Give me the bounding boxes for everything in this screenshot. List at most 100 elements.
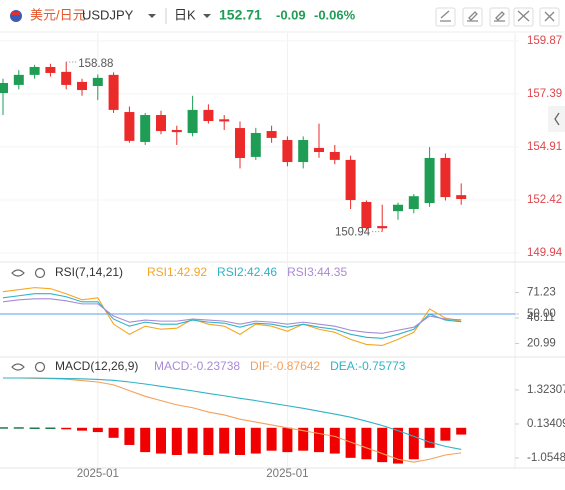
legend-entry: DIF:-0.87642 (250, 359, 320, 373)
y-tick-label: 154.91 (527, 141, 562, 153)
legend-entry: RSI2:42.46 (217, 265, 277, 279)
candle-body (156, 115, 166, 132)
settings-icon[interactable] (34, 267, 46, 279)
candle-body (219, 119, 230, 122)
period[interactable]: 日K (174, 7, 196, 22)
histogram-bar (156, 427, 166, 454)
series-line (3, 377, 462, 463)
y-tick-label: 152.42 (527, 194, 562, 206)
tool-button[interactable] (435, 7, 456, 27)
candle-body (377, 226, 388, 229)
pair-name[interactable]: 美元/日元 (30, 7, 86, 22)
eye-icon[interactable] (11, 269, 25, 277)
dropdown-arrow[interactable] (203, 14, 211, 18)
histogram-bar (0, 427, 8, 429)
y-tick-label: 20.99 (527, 337, 556, 349)
histogram-bar (314, 427, 324, 453)
candle-body (361, 201, 372, 229)
candle-body (298, 140, 309, 163)
tool-icon (440, 10, 451, 22)
y-tick-label: 50.00 (527, 308, 556, 320)
candle-body (13, 74, 24, 85)
y-tick-label: 149.94 (527, 247, 563, 259)
price: 152.71 (219, 7, 262, 23)
candle-body (250, 132, 261, 157)
side-toggle-icon (554, 112, 560, 126)
candle-body (108, 74, 119, 110)
close-button[interactable] (539, 7, 560, 27)
candle-body (124, 112, 135, 141)
histogram-bar (171, 427, 182, 455)
flag-stripe (12, 12, 20, 15)
series-line (2, 298, 462, 334)
side-toggle[interactable] (548, 106, 565, 132)
candle-body (440, 157, 451, 198)
candle-body (345, 159, 356, 201)
histogram-bar (45, 427, 56, 430)
histogram-bar (282, 427, 293, 453)
y-tick-label: -1.05489 (527, 452, 565, 464)
histogram-bar (329, 427, 340, 454)
legend-entry: RSI3:44.35 (287, 265, 347, 279)
histogram-bar (361, 427, 372, 460)
candle-body (329, 151, 340, 160)
histogram-bar (77, 427, 87, 431)
candle-body (29, 66, 40, 75)
legend-entry: RSI1:42.92 (147, 265, 207, 279)
change: -0.09 (276, 7, 306, 22)
tool-button[interactable] (489, 7, 510, 27)
histogram-bar (61, 427, 72, 430)
histogram-bar (393, 427, 403, 464)
histogram-bar (124, 427, 135, 445)
series-line (3, 377, 462, 451)
candle-body (45, 66, 56, 73)
histogram-bar (92, 427, 103, 433)
panel-title: MACD(12,26,9) (55, 359, 138, 373)
histogram-bar (203, 427, 214, 455)
histogram-bar (108, 427, 119, 438)
candle-body (424, 157, 435, 204)
candle-body (203, 109, 214, 122)
panel-title: RSI(7,14,21) (55, 265, 123, 279)
candle-body (408, 196, 419, 210)
histogram-bar (440, 427, 451, 441)
tool-button[interactable] (462, 7, 483, 27)
candle-body (61, 71, 72, 85)
candle-body (266, 131, 277, 138)
histogram-bar (298, 427, 309, 451)
y-tick-label: 1.32307 (527, 384, 565, 396)
tool-button[interactable] (513, 7, 534, 27)
candle-body (140, 115, 151, 142)
tool-icon (517, 10, 530, 22)
tool-icon (494, 11, 505, 22)
histogram-bar (235, 427, 245, 455)
y-tick-label: 71.23 (527, 287, 556, 299)
candle-body (92, 77, 103, 86)
legend-entry: DEA:-0.75773 (330, 359, 406, 373)
candle-body (77, 81, 87, 91)
tool-icon (467, 11, 478, 22)
histogram-bar (266, 427, 277, 451)
histogram-bar (29, 427, 40, 430)
legend-entry: MACD:-0.23738 (154, 359, 240, 373)
histogram-bar (13, 427, 24, 429)
x-tick-label: 2025-01 (77, 468, 119, 480)
symbol[interactable]: USDJPY (82, 7, 134, 22)
histogram-bar (187, 427, 198, 454)
series-line (2, 287, 462, 347)
histogram-bar (377, 427, 388, 463)
candle-body (235, 128, 245, 158)
settings-icon[interactable] (34, 361, 46, 373)
candle-body (187, 109, 198, 133)
dropdown-arrow[interactable] (148, 14, 156, 18)
histogram-bar (456, 427, 467, 435)
annotation: 158.88 (78, 58, 113, 70)
eye-icon[interactable] (11, 363, 25, 371)
candle-body (456, 195, 467, 199)
candle-body (393, 204, 403, 212)
histogram-bar (140, 427, 151, 453)
candle-body (0, 82, 8, 94)
close-icon (544, 11, 555, 22)
